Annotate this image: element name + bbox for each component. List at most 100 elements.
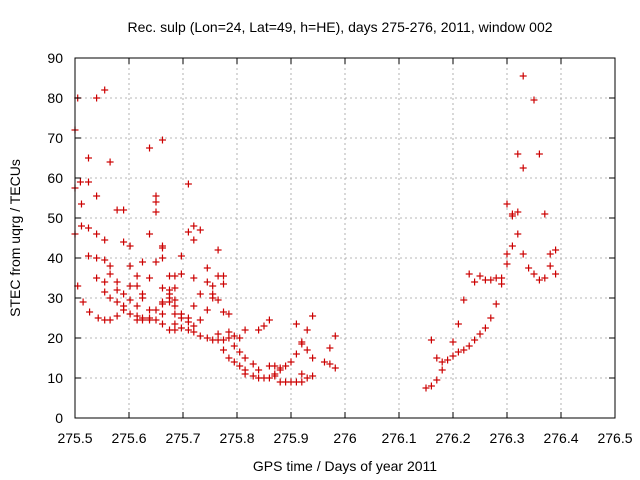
data-point (444, 356, 452, 364)
data-point (113, 298, 121, 306)
x-tick-label: 276.2 (435, 430, 470, 446)
data-point (508, 212, 516, 220)
data-point (530, 96, 538, 104)
data-point (101, 288, 109, 296)
data-point (101, 86, 109, 94)
data-point (126, 242, 134, 250)
data-point (113, 312, 121, 320)
data-point (146, 306, 154, 314)
data-point (230, 342, 238, 350)
data-point (276, 364, 284, 372)
data-point (249, 372, 257, 380)
data-point (241, 370, 249, 378)
y-tick-labels: 0 10 20 30 40 50 60 70 80 90 (47, 50, 63, 426)
data-point (113, 278, 121, 286)
data-point (177, 252, 185, 260)
data-point (508, 242, 516, 250)
data-point (171, 320, 179, 328)
data-point (292, 320, 300, 328)
data-point (476, 330, 484, 338)
data-point (460, 346, 468, 354)
data-point (530, 270, 538, 278)
data-point (422, 384, 430, 392)
data-point (146, 230, 154, 238)
data-point (298, 370, 306, 378)
data-point (427, 336, 435, 344)
data-point (465, 342, 473, 350)
data-point (492, 300, 500, 308)
data-point (158, 310, 166, 318)
data-point (214, 296, 222, 304)
data-point (535, 150, 543, 158)
data-point (541, 210, 549, 218)
data-point (171, 296, 179, 304)
x-tick-label: 275.5 (57, 430, 92, 446)
x-tick-label: 275.8 (219, 430, 254, 446)
data-point (427, 382, 435, 390)
data-point (220, 272, 227, 280)
data-point (101, 256, 109, 264)
data-point (177, 314, 185, 322)
data-point (171, 326, 179, 334)
data-point (133, 282, 141, 290)
data-point (546, 250, 554, 258)
data-point (519, 72, 527, 80)
y-tick-label: 30 (47, 290, 63, 306)
data-point (214, 330, 222, 338)
data-point (93, 230, 101, 238)
data-point (271, 362, 279, 370)
data-point (471, 336, 479, 344)
grid-lines (75, 58, 615, 418)
data-point (433, 354, 441, 362)
x-tick-label: 276.4 (543, 430, 578, 446)
data-point (93, 254, 101, 262)
data-point (514, 150, 522, 158)
data-point (552, 270, 560, 278)
y-axis-label: STEC from uqrg / TECUs (7, 159, 23, 317)
data-point (498, 274, 506, 282)
data-point (225, 328, 233, 336)
data-point (476, 272, 484, 280)
x-tick-label: 275.9 (273, 430, 308, 446)
data-point (220, 308, 227, 316)
data-point (449, 352, 457, 360)
data-point (158, 254, 166, 262)
x-tick-label: 275.6 (111, 430, 146, 446)
data-point (230, 332, 238, 340)
data-point (525, 264, 533, 272)
data-point (298, 378, 306, 386)
y-tick-label: 20 (47, 330, 63, 346)
data-point (249, 360, 257, 368)
data-point (126, 310, 134, 318)
data-point (196, 316, 204, 324)
data-point (320, 358, 328, 366)
data-point (203, 264, 211, 272)
data-point (158, 244, 166, 252)
data-point (487, 314, 495, 322)
data-point (203, 334, 211, 342)
data-point (449, 338, 457, 346)
data-point (77, 200, 85, 208)
data-point (292, 350, 300, 358)
data-point (309, 312, 317, 320)
data-point (225, 310, 233, 318)
x-tick-label: 276 (333, 430, 357, 446)
data-point (158, 320, 166, 328)
data-point (93, 192, 101, 200)
data-point (298, 340, 306, 348)
data-point (190, 322, 198, 330)
data-point (133, 272, 141, 280)
data-point (236, 334, 244, 342)
data-point (454, 320, 462, 328)
data-point (152, 258, 160, 266)
data-point (438, 358, 446, 366)
data-point (541, 274, 549, 282)
y-tick-label: 80 (47, 90, 63, 106)
axis-ticks (74, 57, 616, 419)
data-point (152, 306, 160, 314)
data-point (255, 326, 263, 334)
data-point (503, 250, 511, 258)
data-point (487, 276, 495, 284)
x-axis-label: GPS time / Days of year 2011 (253, 458, 437, 474)
x-tick-labels: 275.5 275.6 275.7 275.8 275.9 276 276.1 276.2 27… (57, 430, 632, 446)
